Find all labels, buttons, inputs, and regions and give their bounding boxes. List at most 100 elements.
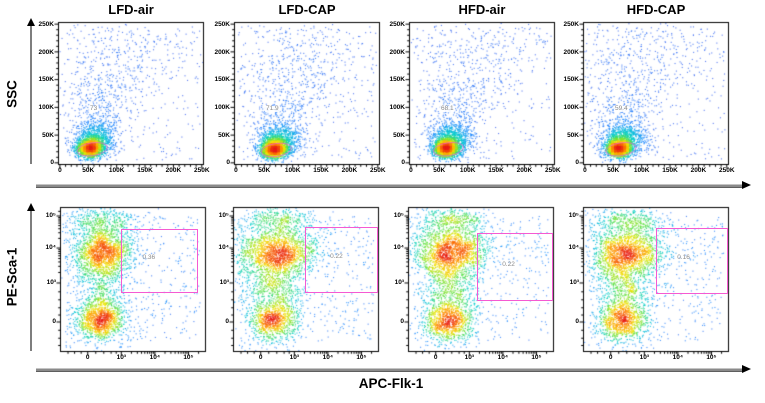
gate-percentage: 0.22 xyxy=(502,261,515,268)
y-tick-label: 0 xyxy=(575,317,579,325)
y-tick-label: 100K xyxy=(38,104,54,112)
y-tick-label: 0 xyxy=(401,159,405,167)
y-tick-label: 0 xyxy=(226,159,230,167)
gate-percentage: 0.22 xyxy=(330,253,343,261)
x-tick-label: 10⁵ xyxy=(183,354,194,361)
x-tick-label: 10³ xyxy=(639,354,650,361)
y-tick-label: 10³ xyxy=(219,278,229,286)
x-tick-label: 250K xyxy=(194,167,210,174)
x-tick-label: 200K xyxy=(165,167,182,174)
x-tick-label: 0 xyxy=(234,167,238,174)
arrowhead-up-icon xyxy=(27,203,35,211)
density-plot-canvas-row1-col1 xyxy=(50,19,207,174)
gate-percentage: 71.9 xyxy=(264,104,280,113)
y-tick-label: 200K xyxy=(563,48,579,56)
x-tick-label: 10⁴ xyxy=(672,354,684,361)
x-tick-label: 10⁵ xyxy=(706,354,717,361)
y-tick-label: 200K xyxy=(389,48,405,56)
y-tick-label: 250K xyxy=(214,21,230,29)
y-tick-label: 10⁴ xyxy=(568,244,579,252)
y-axis-arrow-row2 xyxy=(27,203,35,351)
y-tick-label: 0 xyxy=(225,317,229,325)
y-tick-label: 200K xyxy=(214,48,230,56)
x-tick-label: 10³ xyxy=(116,354,127,361)
x-tick-label: 250K xyxy=(370,167,386,174)
panel-title-hfd-cap: HFD-CAP xyxy=(626,2,686,17)
gate-percentage: 0.16 xyxy=(677,254,690,262)
y-tick-label: 100K xyxy=(563,104,579,112)
x-tick-label: 50K xyxy=(82,167,95,174)
density-plot-canvas-row1-col2 xyxy=(226,19,383,174)
y-tick-label: 250K xyxy=(38,21,54,29)
y-tick-label: 10⁵ xyxy=(568,211,579,219)
y-tick-label: 10⁵ xyxy=(45,211,56,219)
density-plot-canvas-row2-col3 xyxy=(400,204,557,361)
arrowhead-right-icon xyxy=(742,181,751,189)
x-tick-label: 0 xyxy=(583,167,587,174)
gate-percentage: 0.36 xyxy=(142,254,156,262)
density-plot-canvas-row2-col2 xyxy=(225,204,382,361)
x-tick-label: 150K xyxy=(488,167,504,174)
x-tick-label: 100K xyxy=(108,167,125,174)
x-tick-label: 0 xyxy=(433,354,438,361)
gate-percentage: 59.4 xyxy=(613,104,629,113)
y-tick-label: 10⁵ xyxy=(218,211,229,219)
y-tick-label: 150K xyxy=(389,76,405,84)
arrowhead-up-icon xyxy=(27,18,35,26)
y-tick-label: 0 xyxy=(50,159,54,167)
x-axis-arrow-row2 xyxy=(36,365,751,373)
x-tick-label: 50K xyxy=(607,167,620,174)
x-tick-label: 250K xyxy=(719,167,735,174)
y-tick-label: 150K xyxy=(563,76,579,84)
x-tick-label: 0 xyxy=(608,354,613,361)
x-tick-label: 0 xyxy=(258,354,263,361)
y-tick-label: 50K xyxy=(567,131,579,139)
gate-percentage: 73 xyxy=(88,104,99,113)
density-plot-canvas-row1-col3 xyxy=(401,19,558,174)
gate-rectangle xyxy=(121,229,198,293)
x-tick-label: 150K xyxy=(662,167,678,174)
gate-rectangle xyxy=(656,228,729,294)
x-tick-label: 100K xyxy=(284,167,301,174)
density-plot-canvas-row1-col4 xyxy=(575,19,732,174)
y-tick-label: 10³ xyxy=(569,278,579,286)
gate-percentage: 68.1 xyxy=(439,104,455,113)
y-tick-label: 10⁴ xyxy=(393,244,404,252)
x-tick-label: 10⁴ xyxy=(322,354,334,361)
x-tick-label: 50K xyxy=(433,167,446,174)
y-tick-label: 10⁴ xyxy=(45,244,56,252)
y-tick-label: 150K xyxy=(214,76,230,84)
x-tick-label: 150K xyxy=(313,167,329,174)
y-tick-label: 250K xyxy=(563,21,579,29)
x-tick-label: 0 xyxy=(409,167,413,174)
y-tick-label: 0 xyxy=(52,317,56,325)
x-tick-label: 10⁵ xyxy=(531,354,542,361)
x-tick-label: 200K xyxy=(516,167,533,174)
y-axis-label-pe-sca-1: PE-Sca-1 xyxy=(4,247,20,307)
x-tick-label: 10⁵ xyxy=(356,354,367,361)
y-tick-label: 100K xyxy=(389,104,405,112)
x-tick-label: 250K xyxy=(545,167,561,174)
x-tick-label: 100K xyxy=(633,167,650,174)
panel-title-hfd-air: HFD-air xyxy=(458,2,506,17)
x-tick-label: 10³ xyxy=(289,354,300,361)
x-tick-label: 10⁴ xyxy=(149,354,161,361)
y-tick-label: 10³ xyxy=(394,278,404,286)
y-axis-label-ssc: SSC xyxy=(4,80,20,108)
y-tick-label: 50K xyxy=(218,131,230,139)
x-tick-label: 150K xyxy=(137,167,153,174)
x-tick-label: 0 xyxy=(58,167,62,174)
y-tick-label: 10⁵ xyxy=(393,211,404,219)
panel-title-lfd-air: LFD-air xyxy=(108,2,154,17)
y-tick-label: 50K xyxy=(393,131,405,139)
x-tick-label: 200K xyxy=(341,167,358,174)
density-plot-canvas-row2-col4 xyxy=(575,204,732,361)
x-tick-label: 100K xyxy=(459,167,476,174)
x-tick-label: 0 xyxy=(85,354,90,361)
arrowhead-right-icon xyxy=(742,365,751,373)
y-tick-label: 100K xyxy=(214,104,230,112)
x-tick-label: 200K xyxy=(690,167,707,174)
panel-title-lfd-cap: LFD-CAP xyxy=(278,2,336,17)
y-tick-label: 250K xyxy=(389,21,405,29)
